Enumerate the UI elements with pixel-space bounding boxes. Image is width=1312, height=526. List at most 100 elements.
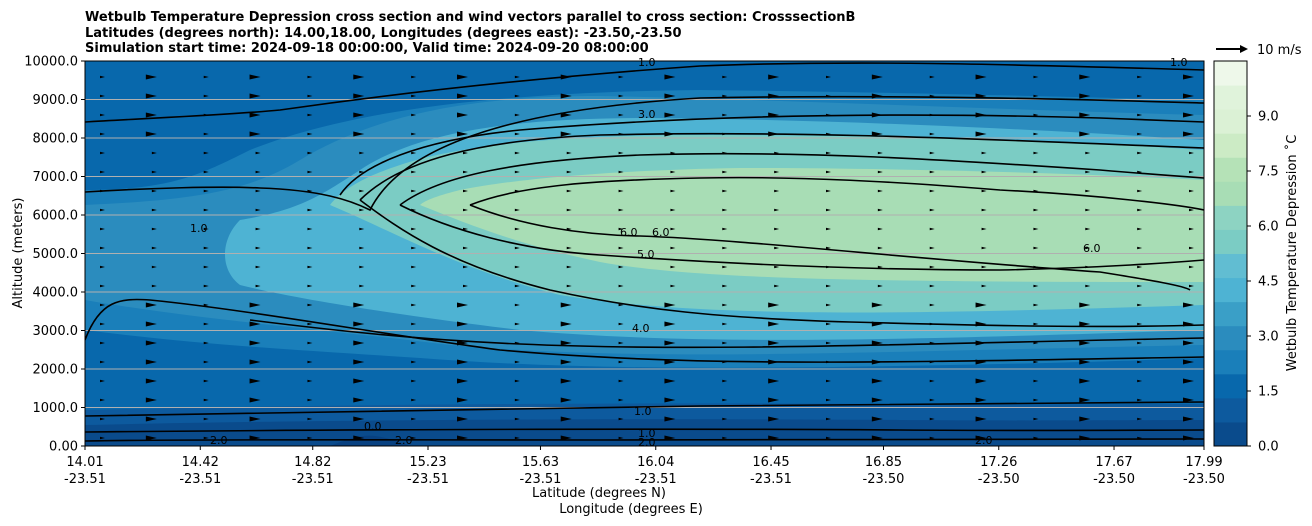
wind-vector — [353, 359, 365, 365]
wind-vector — [664, 416, 676, 422]
wind-vector — [249, 131, 261, 137]
wind-vector — [871, 302, 883, 308]
plot-area — [85, 61, 1204, 446]
wind-vector — [307, 303, 313, 307]
wind-vector — [774, 246, 780, 250]
wind-vector — [774, 189, 780, 193]
wind-vector — [514, 113, 520, 117]
wind-vector — [774, 284, 780, 288]
wind-vector — [1183, 359, 1194, 365]
wind-vector — [722, 132, 728, 136]
wind-vector — [1085, 265, 1091, 269]
wind-vector — [203, 246, 209, 250]
wind-vector — [100, 398, 105, 402]
wind-vector — [722, 322, 728, 326]
wind-vector — [145, 302, 157, 308]
wind-vector — [768, 131, 780, 137]
wind-vector — [255, 227, 261, 231]
x-tick-label-lon: -23.50 — [1183, 472, 1225, 487]
wind-vector — [929, 113, 935, 117]
wind-vector — [826, 303, 831, 307]
wind-vector — [1079, 359, 1091, 365]
wind-vector — [566, 208, 572, 212]
wind-vector — [871, 340, 883, 346]
x-tick-label-lat: 17.67 — [1095, 455, 1132, 470]
x-axis-label-latitude: Latitude (degrees N) — [532, 486, 666, 501]
wind-vector — [566, 170, 572, 174]
wind-vector — [826, 170, 831, 174]
wind-vector — [514, 417, 520, 421]
wind-vector — [307, 170, 313, 174]
wind-vector — [618, 265, 624, 269]
wind-vector — [1137, 208, 1143, 212]
wind-vector — [411, 360, 417, 364]
wind-vector — [359, 265, 365, 269]
wind-vector — [981, 265, 987, 269]
wind-vector — [1085, 170, 1091, 174]
wind-vector — [1183, 131, 1194, 137]
wind-vector — [664, 112, 676, 118]
contour-label-6: 6.0 — [620, 226, 638, 239]
wind-vector — [1189, 189, 1194, 193]
contour-label-0: 0.0 — [364, 420, 382, 433]
wind-vector — [1183, 397, 1194, 403]
colorbar-tick-label: 7.5 — [1258, 165, 1279, 180]
wind-vector — [463, 170, 468, 174]
colorbar-tick-label: 1.5 — [1258, 385, 1279, 400]
wind-vector — [457, 131, 468, 137]
wind-vector — [203, 265, 209, 269]
wind-vector — [457, 340, 468, 346]
wind-vector — [145, 112, 157, 118]
wind-vector — [457, 378, 468, 384]
wind-vector — [871, 416, 883, 422]
colorbar-tick-label: 9.0 — [1258, 110, 1279, 125]
wind-vector — [929, 341, 935, 345]
wind-vector — [1189, 227, 1194, 231]
wind-vector — [514, 189, 520, 193]
wind-vector — [975, 321, 987, 327]
wind-vector — [670, 170, 676, 174]
wind-vector — [826, 284, 831, 288]
wind-vector — [100, 170, 105, 174]
wind-vector — [826, 322, 831, 326]
wind-vector — [975, 378, 987, 384]
x-tick-label-lon: -23.51 — [179, 472, 221, 487]
wind-vector — [307, 113, 313, 117]
contour-line-5-upper — [399, 152, 1204, 206]
wind-vector — [1189, 246, 1194, 250]
wind-vector — [975, 112, 987, 118]
wind-vector — [307, 132, 313, 136]
x-axis-label-longitude: Longitude (degrees E) — [559, 502, 703, 517]
colorbar-segment — [1214, 157, 1247, 182]
chart-title-line-3: Simulation start time: 2024-09-18 00:00:… — [85, 41, 649, 56]
colorbar-segment — [1214, 61, 1247, 86]
y-tick-label: 3000.0 — [33, 324, 79, 339]
wind-vector — [514, 132, 520, 136]
wind-vector — [826, 189, 831, 193]
wind-vector — [463, 227, 468, 231]
wind-vector — [1033, 436, 1039, 440]
wind-vector — [1137, 379, 1143, 383]
wind-vector — [871, 378, 883, 384]
wind-vector — [151, 151, 157, 155]
wind-vector — [1033, 341, 1039, 345]
wind-vector — [1079, 131, 1091, 137]
wind-vector — [1033, 170, 1039, 174]
wind-vector — [1033, 284, 1039, 288]
contour-line-5 — [399, 204, 1204, 271]
wind-vector — [774, 227, 780, 231]
wind-vector — [1137, 151, 1143, 155]
wind-vector — [981, 151, 987, 155]
x-tick-label-lon: -23.51 — [635, 472, 677, 487]
wind-vector — [1137, 170, 1143, 174]
wind-vector — [255, 265, 261, 269]
contour-label-3: 3.0 — [638, 108, 656, 121]
wind-vector — [929, 132, 935, 136]
x-tick-label-lat: 14.42 — [182, 455, 219, 470]
wind-vector — [411, 303, 417, 307]
wind-vector — [307, 75, 313, 79]
wind-vector — [975, 397, 987, 403]
wind-vector — [100, 208, 105, 212]
wind-vector — [255, 246, 261, 250]
colorbar-tick-label: 3.0 — [1258, 330, 1279, 345]
